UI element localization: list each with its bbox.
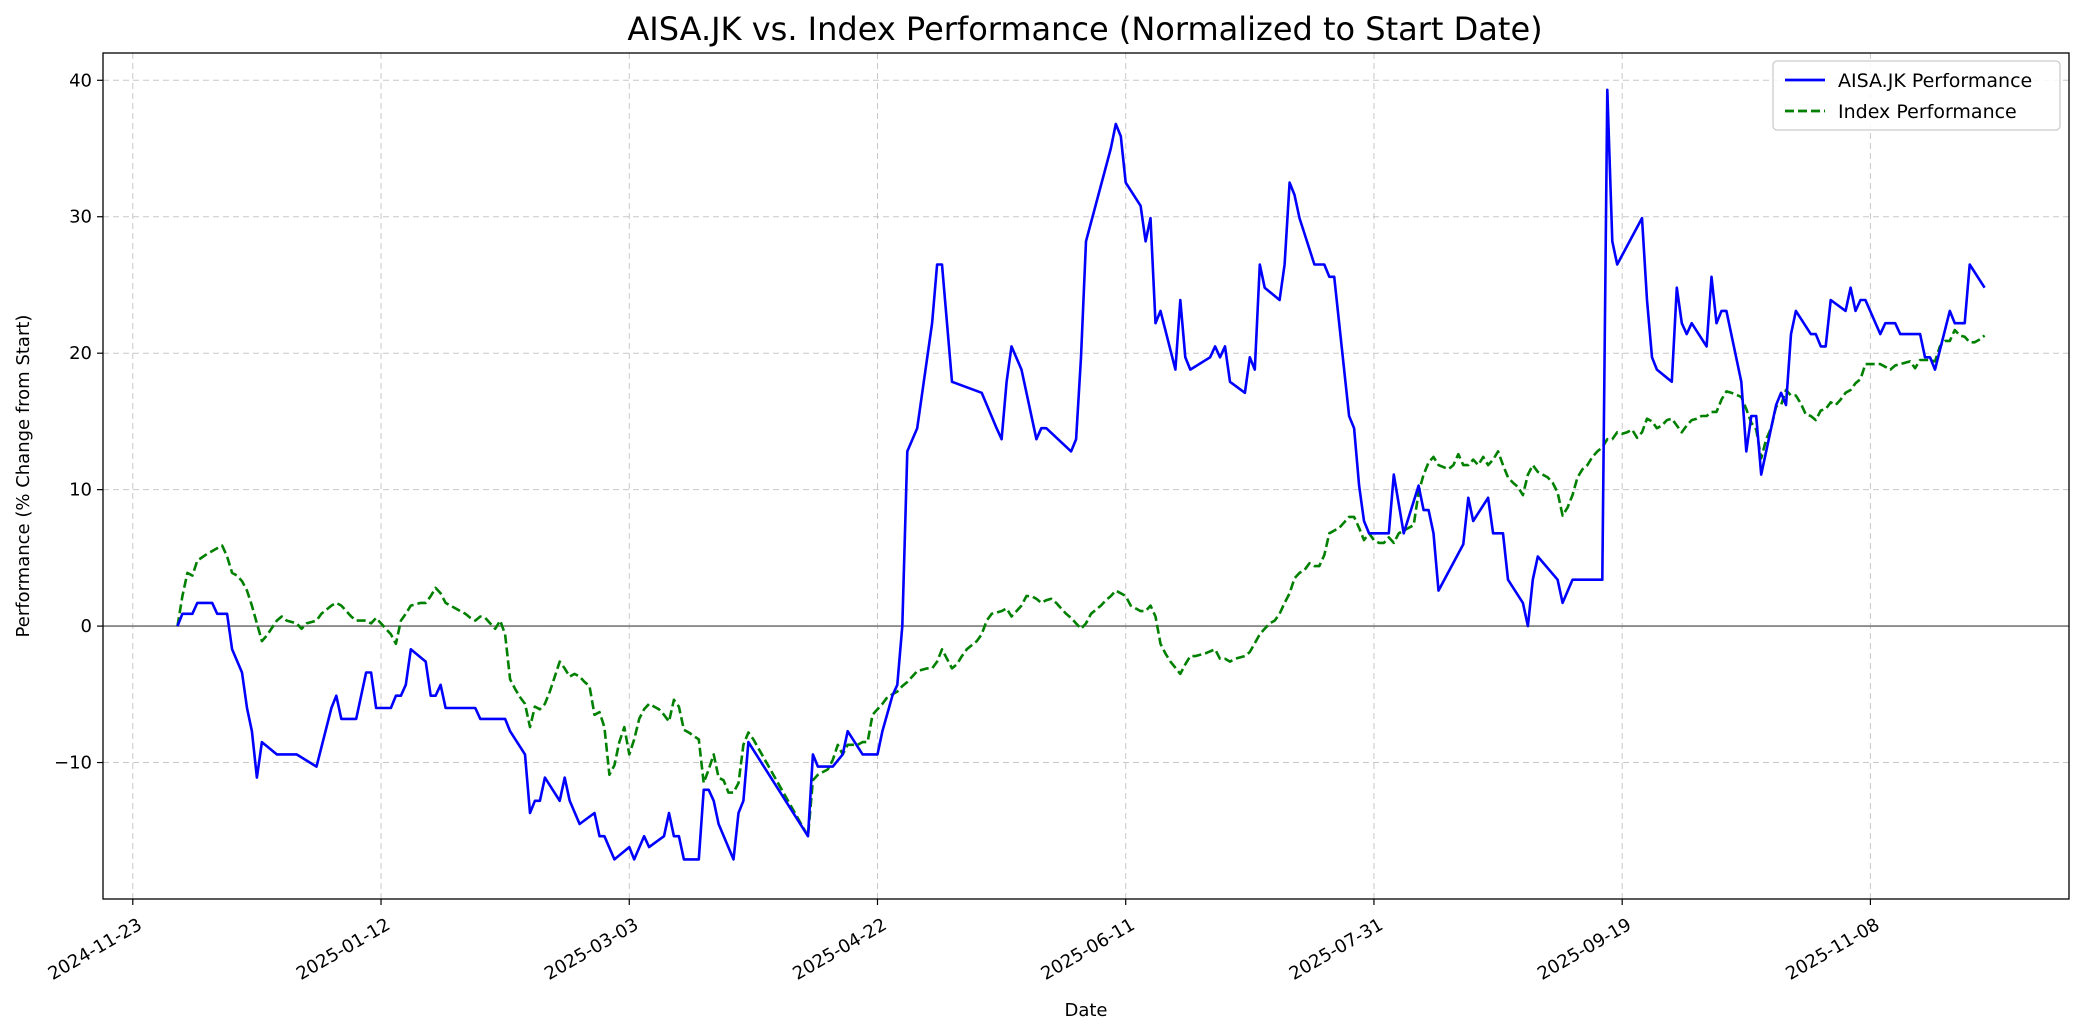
legend-label-index: Index Performance [1838,101,2017,123]
legend-box [1772,60,2061,131]
series-line-index [176,328,1986,838]
chart-title: AISA.JK vs. Index Performance (Normalize… [627,10,1542,48]
plot-frame [102,52,2070,900]
y-axis-title: Performance (% Change from Start) [13,315,34,638]
x-axis-title: Date [1064,1000,1107,1021]
series-layer [103,88,2069,861]
y-tick-label: 40 [69,70,92,91]
legend: AISA.JK Performance Index Performance [1772,60,2061,131]
y-tick-label: 0 [81,616,92,637]
y-tick-label: 10 [69,480,92,501]
y-tick-label: 30 [69,207,92,228]
y-tick-label: −10 [54,753,92,774]
y-tick-label: 20 [69,343,92,364]
legend-label-aisa: AISA.JK Performance [1838,70,2032,92]
series-line-aisa [176,88,1986,861]
